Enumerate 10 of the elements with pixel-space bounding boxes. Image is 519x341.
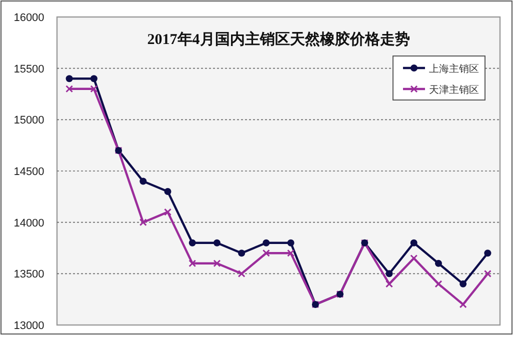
text: 2017年4月国内主销区天然橡胶价格走势 [147, 30, 410, 48]
y-tick-label: 16000 [14, 12, 44, 24]
y-tick-label: 14000 [14, 217, 44, 230]
y-tick-label: 15500 [14, 63, 44, 76]
legend-label: 天津主销区 [429, 84, 479, 96]
y-tick-label: 15000 [14, 114, 44, 127]
y-tick-label: 13500 [14, 268, 44, 281]
legend-label: 上海主销区 [429, 63, 479, 75]
y-tick-label: 14500 [14, 166, 44, 178]
y-tick-label: 13000 [14, 320, 44, 332]
